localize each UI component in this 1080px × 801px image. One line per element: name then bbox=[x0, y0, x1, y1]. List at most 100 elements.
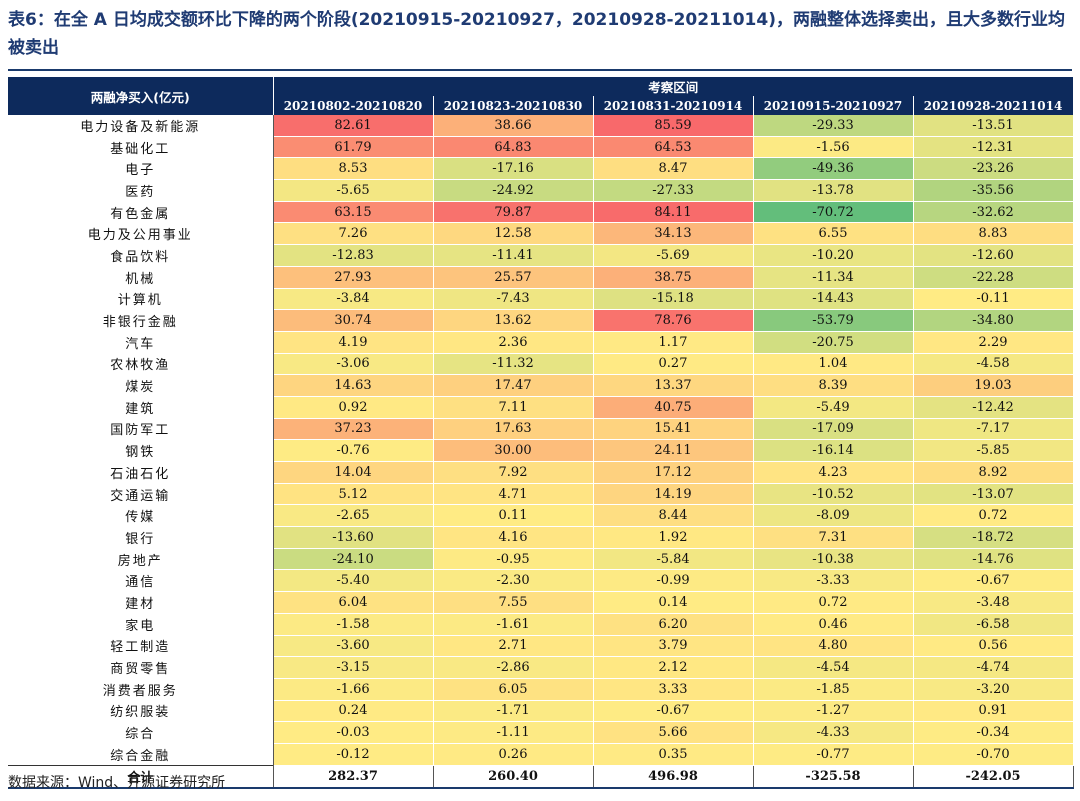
value-cell: 12.58 bbox=[433, 222, 594, 246]
value-cell: -13.78 bbox=[753, 179, 914, 202]
value-cell: 0.92 bbox=[273, 396, 434, 419]
value-cell: 5.12 bbox=[273, 483, 434, 506]
value-cell: 3.79 bbox=[593, 635, 754, 658]
value-cell: 14.19 bbox=[593, 483, 754, 506]
source-note: 数据来源：Wind、开源证券研究所 bbox=[8, 775, 226, 791]
net-buy-table: 两融净买入(亿元) 考察区间 20210802-20210820 2021082… bbox=[8, 77, 1074, 789]
industry-label: 基础化工 bbox=[8, 136, 274, 158]
value-cell: 8.44 bbox=[593, 504, 754, 528]
industry-label: 食品饮料 bbox=[8, 244, 274, 267]
period-header: 20210831-20210914 bbox=[593, 96, 754, 115]
value-cell: -0.34 bbox=[913, 721, 1074, 744]
value-cell: -4.74 bbox=[913, 656, 1074, 679]
value-cell: 2.71 bbox=[433, 635, 594, 658]
value-cell: 14.04 bbox=[273, 461, 434, 484]
total-value-cell: 496.98 bbox=[593, 764, 754, 789]
total-row: 合计 282.37 260.40 496.98 -325.58 -242.05 bbox=[8, 764, 1074, 789]
value-cell: 82.61 bbox=[273, 115, 434, 137]
value-cell: 6.20 bbox=[593, 613, 754, 636]
period-header: 20210802-20210820 bbox=[273, 96, 434, 115]
value-cell: -6.58 bbox=[913, 613, 1074, 636]
value-cell: 79.87 bbox=[433, 201, 594, 224]
value-cell: -13.60 bbox=[273, 526, 434, 549]
value-cell: 27.93 bbox=[273, 266, 434, 289]
industry-label: 轻工制造 bbox=[8, 635, 274, 657]
value-cell: 0.14 bbox=[593, 591, 754, 614]
value-cell: -53.79 bbox=[753, 309, 914, 332]
row-header-label: 两融净买入(亿元) bbox=[8, 77, 274, 115]
table-row: 商贸零售 -3.15 -2.86 2.12 -4.54 -4.74 bbox=[8, 656, 1074, 679]
value-cell: 61.79 bbox=[273, 136, 434, 159]
industry-label: 房地产 bbox=[8, 548, 274, 570]
value-cell: 1.17 bbox=[593, 331, 754, 354]
value-cell: 84.11 bbox=[593, 201, 754, 224]
value-cell: -10.20 bbox=[753, 244, 914, 267]
value-cell: -1.66 bbox=[273, 678, 434, 701]
value-cell: 5.66 bbox=[593, 721, 754, 744]
period-header: 20210928-20211014 bbox=[913, 96, 1074, 115]
value-cell: -0.70 bbox=[913, 743, 1074, 766]
value-cell: 8.47 bbox=[593, 157, 754, 181]
table-row: 医药 -5.65 -24.92 -27.33 -13.78 -35.56 bbox=[8, 179, 1074, 202]
industry-label: 石油石化 bbox=[8, 461, 274, 484]
value-cell: -13.07 bbox=[913, 483, 1074, 506]
value-cell: -5.84 bbox=[593, 548, 754, 571]
value-cell: -4.58 bbox=[913, 353, 1074, 376]
value-cell: -3.20 bbox=[913, 678, 1074, 701]
value-cell: 0.27 bbox=[593, 353, 754, 376]
value-cell: -49.36 bbox=[753, 157, 914, 181]
table-row: 综合金融 -0.12 0.26 0.35 -0.77 -0.70 bbox=[8, 743, 1074, 766]
industry-label: 机械 bbox=[8, 266, 274, 288]
table-row: 汽车 4.19 2.36 1.17 -20.75 2.29 bbox=[8, 331, 1074, 354]
table-row: 通信 -5.40 -2.30 -0.99 -3.33 -0.67 bbox=[8, 569, 1074, 593]
value-cell: 78.76 bbox=[593, 309, 754, 332]
table-row: 银行 -13.60 4.16 1.92 7.31 -18.72 bbox=[8, 526, 1074, 549]
industry-label: 通信 bbox=[8, 569, 274, 592]
industry-label: 交通运输 bbox=[8, 483, 274, 505]
value-cell: -1.58 bbox=[273, 613, 434, 636]
value-cell: -3.15 bbox=[273, 656, 434, 679]
value-cell: -1.11 bbox=[433, 721, 594, 744]
table-row: 机械 27.93 25.57 38.75 -11.34 -22.28 bbox=[8, 266, 1074, 289]
table-row: 家电 -1.58 -1.61 6.20 0.46 -6.58 bbox=[8, 613, 1074, 636]
value-cell: -3.60 bbox=[273, 635, 434, 658]
value-cell: -14.76 bbox=[913, 548, 1074, 571]
industry-label: 纺织服装 bbox=[8, 700, 274, 722]
value-cell: 1.04 bbox=[753, 353, 914, 376]
value-cell: 37.23 bbox=[273, 418, 434, 441]
value-cell: 6.05 bbox=[433, 678, 594, 701]
value-cell: 17.63 bbox=[433, 418, 594, 441]
value-cell: 0.11 bbox=[433, 504, 594, 528]
table-row: 非银行金融 30.74 13.62 78.76 -53.79 -34.80 bbox=[8, 309, 1074, 332]
value-cell: 4.16 bbox=[433, 526, 594, 549]
table-row: 轻工制造 -3.60 2.71 3.79 4.80 0.56 bbox=[8, 635, 1074, 658]
value-cell: 0.46 bbox=[753, 613, 914, 636]
industry-label: 综合 bbox=[8, 721, 274, 744]
value-cell: -29.33 bbox=[753, 115, 914, 137]
value-cell: -5.49 bbox=[753, 396, 914, 419]
value-cell: 6.55 bbox=[753, 222, 914, 246]
table-row: 纺织服装 0.24 -1.71 -0.67 -1.27 0.91 bbox=[8, 700, 1074, 723]
value-cell: -1.61 bbox=[433, 613, 594, 636]
industry-label: 银行 bbox=[8, 526, 274, 549]
value-cell: -32.62 bbox=[913, 201, 1074, 224]
value-cell: 7.31 bbox=[753, 526, 914, 549]
table-row: 食品饮料 -12.83 -11.41 -5.69 -10.20 -12.60 bbox=[8, 244, 1074, 267]
value-cell: -3.48 bbox=[913, 591, 1074, 614]
value-cell: 0.91 bbox=[913, 700, 1074, 723]
period-group-header: 考察区间 bbox=[273, 77, 1074, 96]
industry-label: 电子 bbox=[8, 157, 274, 180]
value-cell: -3.84 bbox=[273, 288, 434, 311]
value-cell: 0.72 bbox=[753, 591, 914, 614]
industry-label: 煤炭 bbox=[8, 374, 274, 397]
value-cell: -7.43 bbox=[433, 288, 594, 311]
value-cell: 15.41 bbox=[593, 418, 754, 441]
value-cell: 40.75 bbox=[593, 396, 754, 419]
value-cell: -14.43 bbox=[753, 288, 914, 311]
value-cell: -1.85 bbox=[753, 678, 914, 701]
value-cell: -12.60 bbox=[913, 244, 1074, 267]
value-cell: -27.33 bbox=[593, 179, 754, 202]
value-cell: -12.31 bbox=[913, 136, 1074, 159]
industry-label: 电力及公用事业 bbox=[8, 222, 274, 245]
period-header: 20210915-20210927 bbox=[753, 96, 914, 115]
